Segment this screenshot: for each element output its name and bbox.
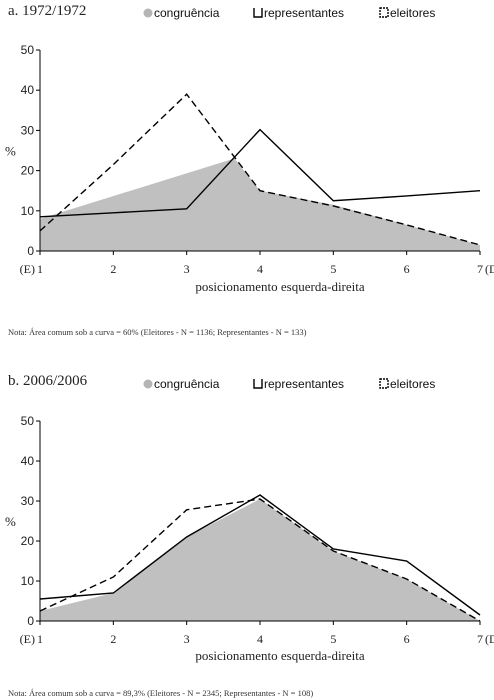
legend-swatch-dashed-icon [379, 7, 389, 18]
y-tick-label: 50 [21, 414, 35, 428]
x-tick-label: 2 [110, 262, 116, 276]
y-tick-label: 30 [21, 494, 35, 508]
y-tick-label: 0 [27, 614, 34, 628]
y-tick-label: 0 [27, 244, 34, 258]
x-tick-label: 7 [477, 632, 483, 646]
legend-swatch-filled-icon [143, 379, 153, 389]
chart-note: Nota: Área comum sob a curva = 60% (Elei… [8, 327, 307, 337]
series-area-congruência [40, 499, 480, 621]
series-area-congruência [40, 158, 480, 251]
y-tick-label: 30 [21, 123, 35, 137]
x-tick-label: 3 [184, 632, 190, 646]
y-tick-label: 10 [21, 574, 35, 588]
x-tick-label: 4 [257, 632, 263, 646]
x-axis-label: posicionamento esquerda-direita [195, 648, 365, 663]
x-tick-label: 1 [37, 262, 43, 276]
legend-swatch-filled-icon [143, 8, 153, 18]
x-end-label-right: (D) [485, 632, 494, 646]
y-tick-label: 20 [21, 534, 35, 548]
y-tick-label: 20 [21, 164, 35, 178]
x-tick-label: 5 [330, 632, 336, 646]
x-tick-label: 1 [37, 632, 43, 646]
legend-swatch-dashed-icon [379, 378, 389, 389]
legend-label: representantes [264, 377, 344, 391]
series-line-representantes [39, 128, 481, 218]
x-axis-label: posicionamento esquerda-direita [195, 279, 365, 294]
legend-label: eleitores [390, 377, 435, 391]
legend-label: congruência [154, 6, 220, 20]
y-axis-label: % [5, 144, 16, 159]
x-end-label-left: (E) [20, 632, 35, 646]
y-tick-label: 40 [21, 83, 35, 97]
legend-swatch-solid-icon [253, 379, 263, 389]
chart-note: Nota: Área comum sob a curva = 89,3% (El… [8, 688, 313, 698]
series-line-representantes [39, 494, 481, 616]
x-end-label-left: (E) [20, 262, 35, 276]
legend-label: congruência [154, 377, 220, 391]
series-line-eleitores [39, 498, 481, 622]
legend-label: eleitores [390, 6, 435, 20]
y-tick-label: 40 [21, 454, 35, 468]
x-end-label-right: (D) [485, 262, 494, 276]
x-tick-label: 7 [477, 262, 483, 276]
x-tick-label: 3 [184, 262, 190, 276]
x-tick-label: 5 [330, 262, 336, 276]
x-tick-label: 4 [257, 262, 263, 276]
y-axis-label: % [5, 514, 16, 529]
legend-swatch-solid-icon [253, 8, 263, 18]
chart-title: a. 1972/1972 [8, 3, 86, 19]
y-tick-label: 50 [21, 43, 35, 57]
x-tick-label: 2 [110, 632, 116, 646]
x-tick-label: 6 [404, 262, 410, 276]
x-tick-label: 6 [404, 632, 410, 646]
y-tick-label: 10 [21, 204, 35, 218]
series-line-eleitores [39, 93, 481, 246]
legend-label: representantes [264, 6, 344, 20]
chart-title: b. 2006/2006 [8, 373, 88, 389]
